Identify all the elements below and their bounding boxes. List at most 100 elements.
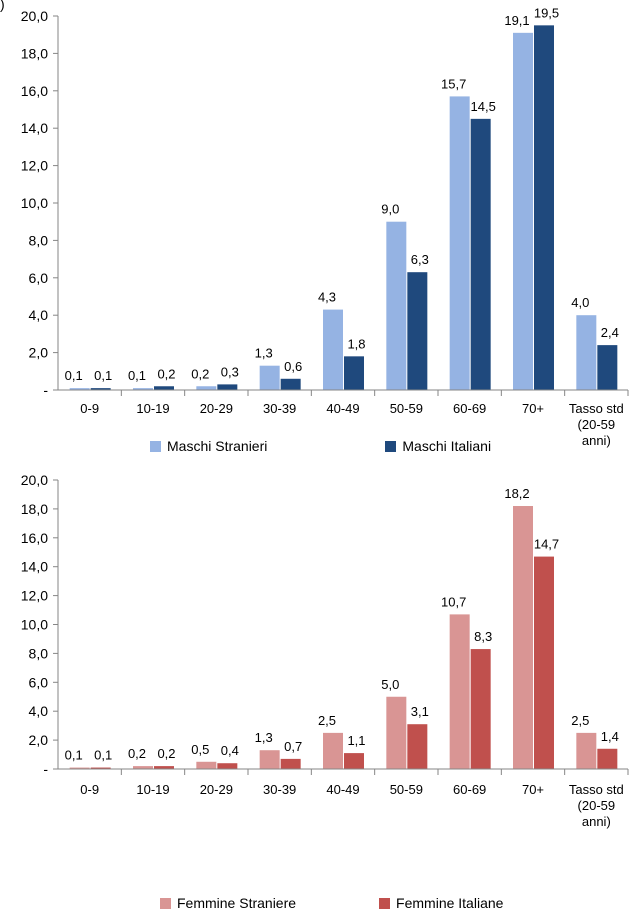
y-tick-label: 16,0 <box>21 530 48 546</box>
legend-label-maschi-stranieri: Maschi Stranieri <box>167 438 268 454</box>
bar-femmine-straniere <box>386 696 407 769</box>
bar-femmine-italiane <box>280 758 301 769</box>
bar-femmine-straniere <box>259 750 280 769</box>
data-label: 4,3 <box>318 290 336 305</box>
data-label: 8,3 <box>474 629 492 644</box>
bar-femmine-italiane <box>407 724 428 769</box>
x-tick-label: 30-39 <box>263 401 296 416</box>
y-tick-label: - <box>43 382 48 398</box>
data-label: 0,1 <box>94 748 112 763</box>
bar-maschi-italiani <box>217 384 238 390</box>
x-tick-label: 10-19 <box>136 401 169 416</box>
data-label: 9,0 <box>381 202 399 217</box>
y-tick-label: 4,0 <box>29 703 49 719</box>
legend-label-femmine-straniere: Femmine Straniere <box>177 895 297 911</box>
bar-femmine-italiane <box>344 753 364 769</box>
bar-femmine-straniere <box>323 732 343 769</box>
legend-swatch-maschi-stranieri <box>150 440 161 452</box>
data-label: 0,6 <box>284 359 302 374</box>
data-label: 15,7 <box>441 76 466 91</box>
data-label: 0,1 <box>128 368 146 383</box>
y-tick-label: 6,0 <box>29 674 49 690</box>
x-tick-label: 50-59 <box>390 401 423 416</box>
bar-femmine-straniere <box>513 506 533 769</box>
data-label: 0,2 <box>157 366 175 381</box>
y-tick-label: 10,0 <box>21 195 48 211</box>
x-tick-label: 40-49 <box>326 782 359 797</box>
x-tick-label: 0-9 <box>80 401 99 416</box>
data-label: 0,2 <box>128 746 146 761</box>
data-label: 10,7 <box>441 594 466 609</box>
data-label: 1,3 <box>255 730 273 745</box>
legend-females: Femmine Straniere Femmine Italiane <box>160 895 503 911</box>
bar-maschi-stranieri <box>513 32 533 391</box>
y-tick-label: 14,0 <box>21 120 48 136</box>
bar-maschi-italiani <box>154 386 174 390</box>
bar-maschi-italiani <box>280 378 301 390</box>
bar-maschi-stranieri <box>449 96 470 390</box>
data-label: 19,5 <box>534 5 559 20</box>
bar-femmine-italiane <box>154 766 174 769</box>
y-tick-label: 14,0 <box>21 559 48 575</box>
bar-maschi-stranieri <box>133 388 153 390</box>
y-tick-label: 18,0 <box>21 45 48 61</box>
data-label: 2,5 <box>571 713 589 728</box>
y-tick-label: 6,0 <box>29 270 49 286</box>
data-label: 14,5 <box>471 99 496 114</box>
x-tick-label: Tasso std (20-59 anni) <box>569 782 624 829</box>
data-label: 18,2 <box>504 486 529 501</box>
data-label: 1,8 <box>347 336 365 351</box>
bar-maschi-stranieri <box>323 309 343 390</box>
bar-maschi-italiani <box>344 356 364 390</box>
bar-maschi-stranieri <box>69 388 90 390</box>
data-label: 0,2 <box>191 366 209 381</box>
x-tick-label: 50-59 <box>390 782 423 797</box>
x-tick-label: 20-29 <box>200 401 233 416</box>
data-label: 2,5 <box>318 713 336 728</box>
x-tick-label: 60-69 <box>453 782 486 797</box>
bar-femmine-italiane <box>470 649 491 769</box>
y-tick-label: 18,0 <box>21 501 48 517</box>
x-tick-label: 60-69 <box>453 401 486 416</box>
data-label: 0,1 <box>94 368 112 383</box>
chart-males: - 2,0 4,0 6,0 8,0 10,0 12,0 14,0 16,0 18,0 20,0 0,1… <box>21 5 629 448</box>
bar-femmine-straniere <box>449 614 470 769</box>
y-tick-label: - <box>43 761 48 777</box>
legend-males: Maschi Stranieri Maschi Italiani <box>150 438 491 454</box>
data-label: 6,3 <box>411 252 429 267</box>
x-tick-label: 70+ <box>522 782 544 797</box>
x-tick-label: 20-29 <box>200 782 233 797</box>
data-label: 1,4 <box>601 729 619 744</box>
y-tick-label: 8,0 <box>29 645 49 661</box>
data-label: 0,3 <box>221 364 239 379</box>
bar-femmine-straniere <box>196 761 217 769</box>
data-label: 14,7 <box>534 537 559 552</box>
bar-femmine-straniere <box>133 766 153 769</box>
bar-femmine-italiane <box>534 556 554 769</box>
bar-maschi-stranieri <box>259 365 280 390</box>
data-label: 1,1 <box>347 733 365 748</box>
bar-maschi-stranieri <box>576 315 597 390</box>
y-tick-label: 8,0 <box>29 232 49 248</box>
data-label: 1,3 <box>255 346 273 361</box>
y-tick-label: 20,0 <box>21 472 48 488</box>
bar-maschi-italiani <box>407 272 428 390</box>
data-label: 0,2 <box>157 746 175 761</box>
bar-femmine-straniere <box>69 767 90 769</box>
y-tick-label: 2,0 <box>29 732 49 748</box>
bar-maschi-stranieri <box>196 386 217 390</box>
bar-maschi-italiani <box>597 345 618 390</box>
bar-femmine-italiane <box>90 767 111 769</box>
x-tick-label: 10-19 <box>136 782 169 797</box>
chart-females: - 2,0 4,0 6,0 8,0 10,0 12,0 14,0 16,0 18,0 20,0 0,1… <box>21 472 629 829</box>
y-tick-label: 12,0 <box>21 158 48 174</box>
bar-maschi-italiani <box>90 388 111 390</box>
data-label: 5,0 <box>381 677 399 692</box>
x-tick-label: 70+ <box>522 401 544 416</box>
data-label: 19,1 <box>504 13 529 28</box>
x-tick-label: 30-39 <box>263 782 296 797</box>
bar-femmine-italiane <box>597 748 618 769</box>
y-tick-label: 4,0 <box>29 307 49 323</box>
y-tick-label: 12,0 <box>21 588 48 604</box>
